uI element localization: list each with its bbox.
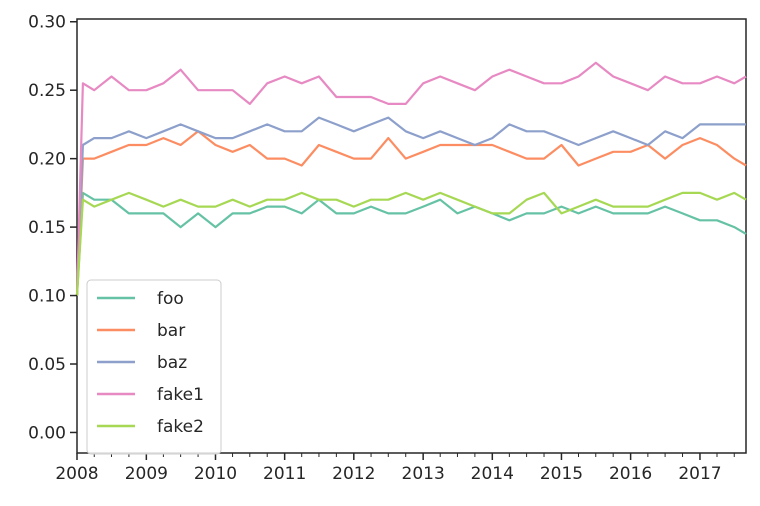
x-tick-label: 2013: [402, 464, 445, 484]
series-layer: [75, 61, 747, 296]
legend-label-bar: bar: [157, 321, 185, 341]
legend-label-fake1: fake1: [157, 385, 204, 405]
y-tick-label: 0.15: [28, 218, 66, 238]
plot-frame: [76, 18, 747, 454]
legend-label-baz: baz: [157, 353, 187, 373]
x-tick-label: 2017: [678, 464, 721, 484]
legend-box: [86, 279, 222, 455]
y-tick-label: 0.05: [28, 355, 66, 375]
x-tick-label: 2014: [471, 464, 514, 484]
x-axis: 2008 2009 2010 2011 2012 2013 2014 2015 2016 2017: [55, 453, 735, 484]
series-line-fake2: [75, 191, 747, 296]
x-tick-label: 2010: [194, 464, 237, 484]
y-tick-label: 0.25: [28, 81, 66, 101]
legend-label-foo: foo: [157, 289, 184, 309]
y-tick-label: 0.30: [28, 13, 66, 33]
legend: foo bar baz fake1 fake2: [86, 279, 222, 455]
x-tick-label: 2015: [540, 464, 583, 484]
series-line-bar: [75, 130, 747, 296]
series-line-fake1: [75, 61, 747, 296]
x-tick-label: 2009: [125, 464, 168, 484]
x-tick-label: 2012: [332, 464, 375, 484]
plot-border: [76, 18, 747, 454]
y-axis: 0.00 0.05 0.10 0.15 0.20 0.25 0.30: [28, 13, 77, 443]
x-tick-label: 2011: [263, 464, 306, 484]
y-tick-label: 0.00: [28, 423, 66, 443]
y-tick-label: 0.20: [28, 150, 66, 170]
series-line-foo: [75, 191, 747, 296]
x-tick-label: 2016: [609, 464, 652, 484]
legend-label-fake2: fake2: [157, 417, 204, 437]
y-tick-label: 0.10: [28, 287, 66, 307]
x-tick-label: 2008: [55, 464, 98, 484]
series-line-baz: [75, 116, 746, 296]
